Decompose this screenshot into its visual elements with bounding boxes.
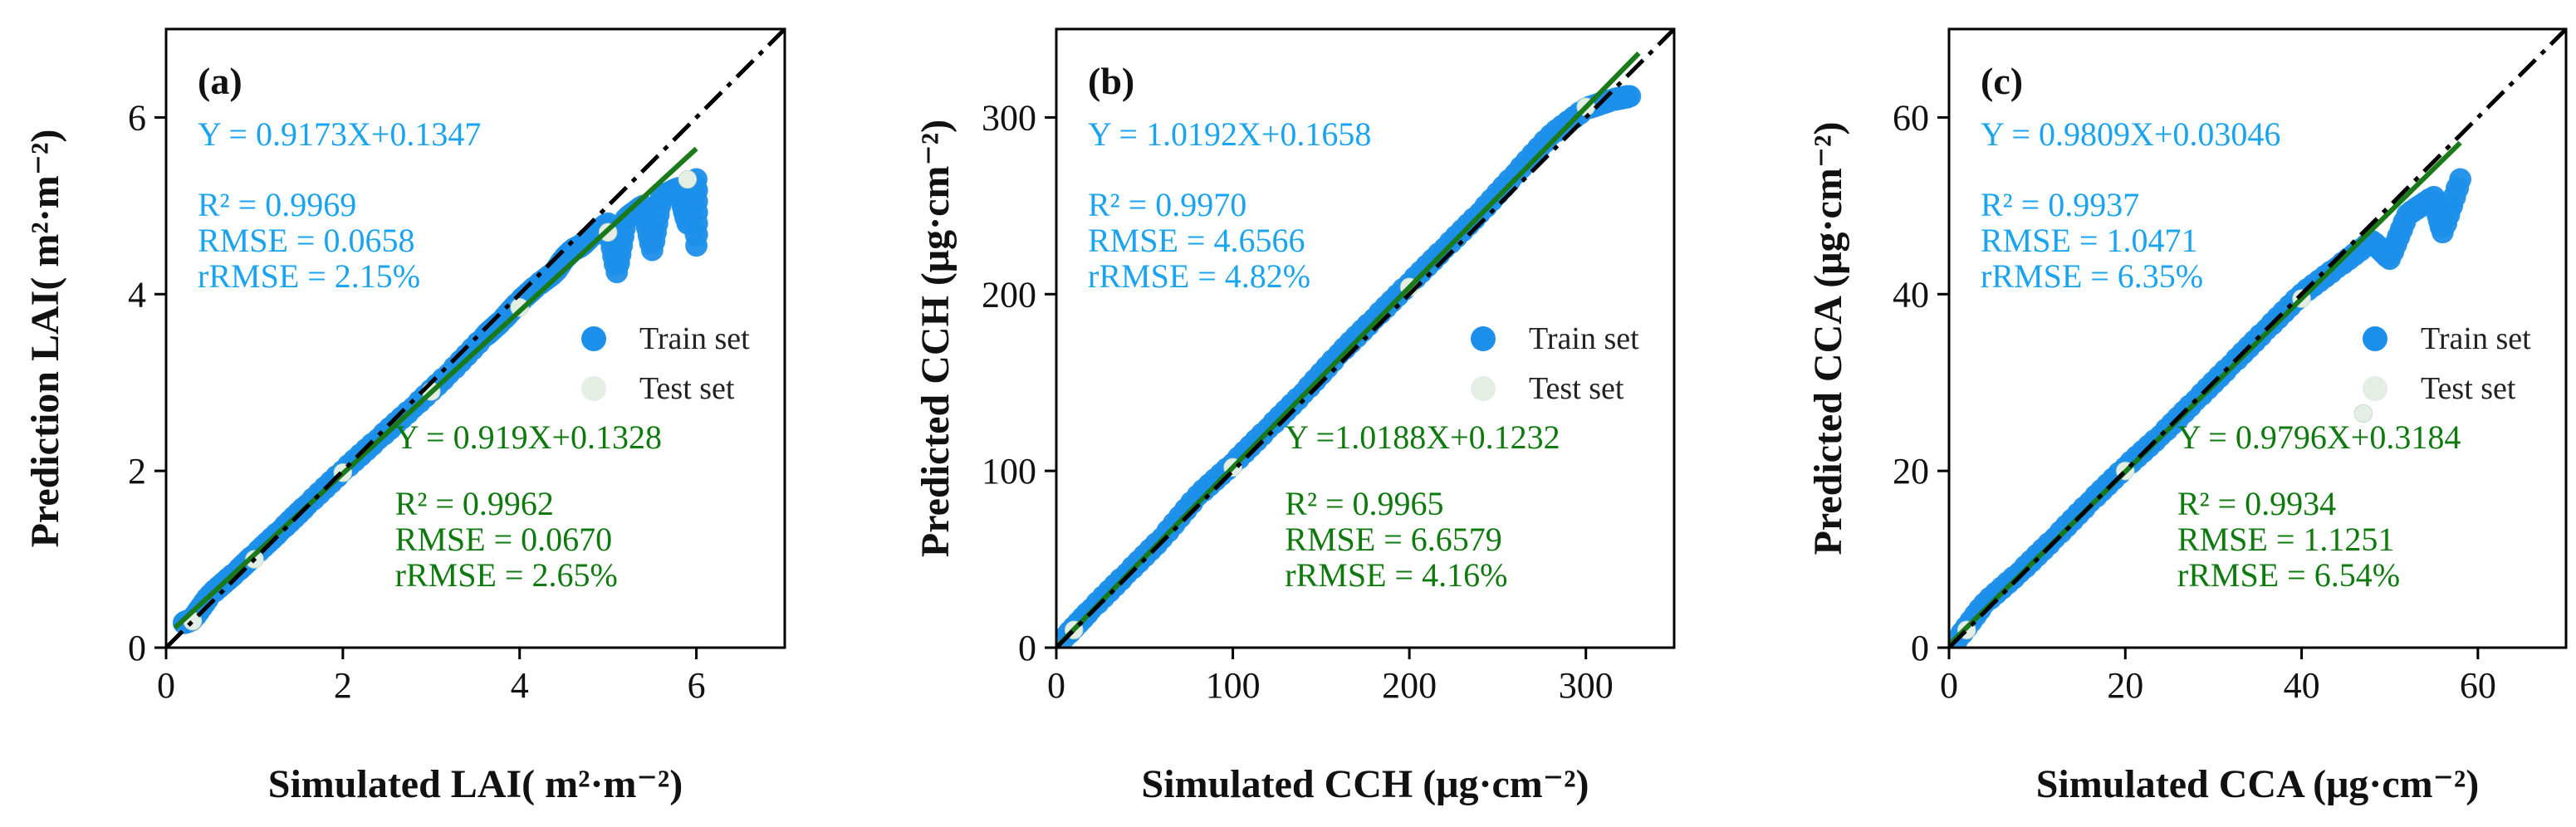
panel-label: (b) (1088, 60, 1134, 102)
test-stat-2: R² = 0.9934 (2177, 485, 2336, 522)
legend-train-label: Train set (639, 321, 750, 356)
test-stat-2: R² = 0.9965 (1285, 485, 1443, 522)
train-stat-3: RMSE = 4.6566 (1088, 222, 1305, 259)
y-tick-label: 0 (1018, 628, 1036, 668)
train-stat-2: R² = 0.9969 (198, 186, 356, 223)
x-tick-label: 6 (688, 665, 706, 706)
legend-train-label: Train set (1529, 321, 1639, 356)
y-tick-label: 40 (1893, 274, 1929, 315)
test-point (2353, 404, 2373, 423)
legend-test-label: Test set (1529, 371, 1624, 406)
x-axis-title: Simulated LAI( m²·m⁻²) (268, 762, 683, 806)
y-tick-label: 60 (1893, 97, 1929, 138)
panel-label: (c) (1981, 60, 2023, 102)
x-tick-label: 0 (157, 665, 175, 706)
train-stat-1: Y = 0.9809X+0.03046 (1981, 115, 2280, 153)
y-axis-title: Predicted CCA (μg·cm⁻²) (1806, 122, 1850, 555)
legend-test-marker (581, 376, 606, 401)
y-tick-label: 300 (982, 97, 1036, 138)
train-stat-4: rRMSE = 2.15% (198, 257, 420, 295)
axes-frame (1055, 27, 1676, 649)
legend-train-label: Train set (2421, 321, 2531, 356)
train-stat-4: rRMSE = 6.35% (1981, 257, 2203, 295)
fit-line (173, 146, 698, 630)
x-tick-label: 40 (2284, 665, 2320, 706)
x-tick-label: 20 (2107, 665, 2143, 706)
x-axis-title: Simulated CCA (μg·cm⁻²) (2036, 762, 2480, 806)
train-stat-2: R² = 0.9970 (1088, 186, 1246, 223)
chart-panel-1: 0 2 4 6 0 2 4 6 Simulated LAI( m²·m⁻²) Prediction… (23, 27, 786, 806)
plot-area (1949, 29, 2566, 648)
train-stat-1: Y = 1.0192X+0.1658 (1088, 115, 1371, 153)
train-stat-4: rRMSE = 4.82% (1088, 257, 1310, 295)
plot-area (166, 29, 785, 648)
plot-area (1056, 29, 1674, 648)
x-tick-label: 2 (334, 665, 352, 706)
identity-line (1056, 29, 1674, 648)
train-stat-1: Y = 0.9173X+0.1347 (198, 115, 481, 153)
legend-test-marker (1471, 376, 1496, 401)
train-point (2449, 168, 2472, 191)
chart-panel-2: 0 100 200 300 0 100 200 300 Simulated CCH (μg·cm… (913, 27, 1676, 806)
x-tick-label: 100 (1206, 665, 1261, 706)
train-stat-3: RMSE = 1.0471 (1981, 222, 2197, 259)
x-tick-label: 0 (1940, 665, 1958, 706)
test-stat-3: RMSE = 0.0670 (395, 521, 612, 558)
x-tick-label: 300 (1559, 665, 1614, 706)
y-axis-title: Prediction LAI( m²·m⁻²) (23, 130, 67, 548)
train-point (685, 234, 708, 257)
x-tick-label: 200 (1382, 665, 1437, 706)
legend-train-marker (581, 326, 606, 351)
y-tick-label: 100 (982, 451, 1036, 492)
test-stat-4: rRMSE = 2.65% (395, 556, 618, 594)
test-stat-1: Y = 0.919X+0.1328 (395, 418, 662, 456)
train-stat-3: RMSE = 0.0658 (198, 222, 414, 259)
chart-panel-3: 0 20 40 60 0 20 40 60 Simulated CCA (μg·cm⁻²) Pre… (1806, 27, 2568, 806)
x-tick-label: 60 (2460, 665, 2496, 706)
test-point (678, 169, 698, 189)
legend-train-marker (1471, 326, 1496, 351)
y-tick-label: 0 (128, 628, 146, 668)
y-tick-label: 20 (1893, 451, 1929, 492)
legend-test-label: Test set (2421, 371, 2516, 406)
test-stat-4: rRMSE = 4.16% (1285, 556, 1507, 594)
identity-line (166, 29, 785, 648)
train-point (1619, 85, 1642, 108)
y-tick-label: 2 (128, 451, 146, 492)
y-tick-label: 4 (128, 274, 146, 315)
test-stat-3: RMSE = 6.6579 (1285, 521, 1501, 558)
legend-test-marker (2363, 376, 2387, 401)
y-axis-title: Predicted CCH (μg·cm⁻²) (913, 120, 957, 557)
legend-test-label: Test set (639, 371, 735, 406)
x-tick-label: 0 (1047, 665, 1065, 706)
axes-frame (1947, 27, 2568, 649)
test-stat-1: Y =1.0188X+0.1232 (1285, 418, 1560, 456)
y-tick-label: 6 (128, 97, 146, 138)
x-tick-label: 4 (511, 665, 529, 706)
test-stat-4: rRMSE = 6.54% (2177, 556, 2400, 594)
test-stat-1: Y = 0.9796X+0.3184 (2177, 418, 2461, 456)
identity-line (1949, 29, 2566, 648)
train-stat-2: R² = 0.9937 (1981, 186, 2139, 223)
axes-frame (164, 27, 786, 649)
y-tick-label: 200 (982, 274, 1036, 315)
legend-train-marker (2363, 326, 2387, 351)
test-stat-3: RMSE = 1.1251 (2177, 521, 2394, 558)
x-axis-title: Simulated CCH (μg·cm⁻²) (1142, 762, 1589, 806)
test-stat-2: R² = 0.9962 (395, 485, 554, 522)
y-tick-label: 0 (1911, 628, 1929, 668)
panel-label: (a) (198, 60, 242, 102)
